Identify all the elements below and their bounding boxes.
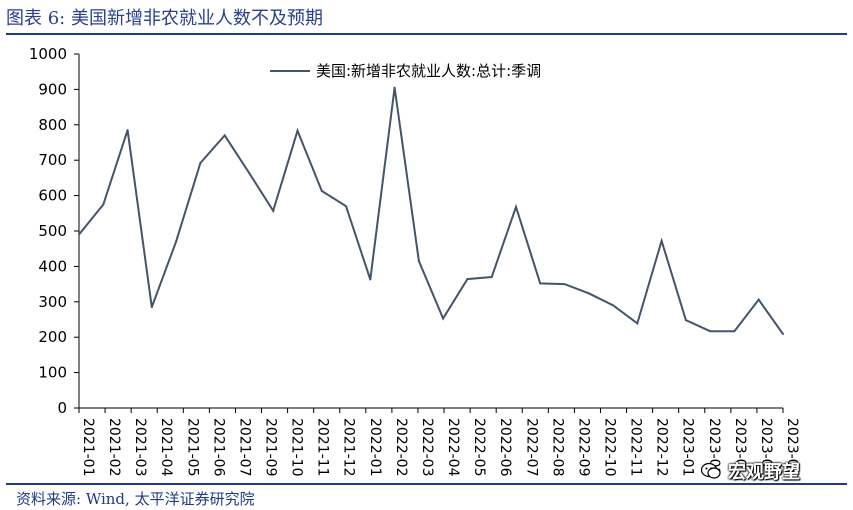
x-tick-label: 2023-0 <box>732 418 748 468</box>
y-tick-label: 1000 <box>29 45 67 63</box>
data-point <box>345 205 348 208</box>
x-tick-label: 2021-09 <box>263 418 279 477</box>
x-tick-label: 2022-07 <box>523 418 539 477</box>
figure-title: 图表 6: 美国新增非农就业人数不及预期 <box>6 8 323 29</box>
x-tick-label: 2021-12 <box>341 418 357 477</box>
x-tick-label: 2022-09 <box>575 418 591 477</box>
x-tick-label: 2023-01 <box>680 418 696 477</box>
y-axis: 0 100 200 300 400 500 600 700 800 900 1000 <box>29 45 80 417</box>
y-tick-label: 300 <box>38 293 67 311</box>
x-tick-label: 2022-02 <box>393 418 409 477</box>
y-tick-label: 400 <box>38 257 67 275</box>
x-tick-label: 2022-11 <box>628 418 644 477</box>
data-point <box>442 317 445 320</box>
x-tick-label: 2022-01 <box>367 418 383 477</box>
x-tick-label: 2021-06 <box>210 418 226 477</box>
watermark-text: 宏观野望 <box>728 462 800 483</box>
data-point <box>660 239 663 242</box>
line-chart: 0 100 200 300 400 500 600 700 800 900 1000 2021-01… <box>29 45 800 477</box>
x-tick-label: 2022-06 <box>497 418 513 477</box>
data-point <box>757 298 760 301</box>
data-point <box>369 278 372 281</box>
data-point <box>150 306 153 309</box>
y-tick-label: 500 <box>38 222 67 240</box>
data-point <box>636 322 639 325</box>
data-point <box>296 129 299 132</box>
data-point <box>126 129 129 132</box>
data-point <box>587 292 590 295</box>
x-tick-label: 2021-07 <box>236 418 252 477</box>
x-tick-label: 2021-04 <box>158 418 174 477</box>
x-tick-label: 2022-08 <box>549 418 565 477</box>
x-tick-label: 2023-02 <box>706 418 722 477</box>
data-point <box>733 330 736 333</box>
data-point <box>272 209 275 212</box>
x-tick-label: 2021-03 <box>132 418 148 477</box>
data-point <box>466 278 469 281</box>
source-rule <box>6 483 847 485</box>
x-tick-label: 2022-03 <box>419 418 435 477</box>
x-tick-label: 2021-01 <box>80 418 96 477</box>
y-tick-label: 200 <box>38 328 67 346</box>
x-tick-label: 2023-0 <box>758 418 774 468</box>
data-point <box>175 240 178 243</box>
y-tick-label: 800 <box>38 116 67 134</box>
data-point <box>514 205 517 208</box>
x-tick-label: 2021-05 <box>184 418 200 477</box>
data-point <box>102 203 105 206</box>
series-layer <box>78 86 784 336</box>
data-point <box>709 330 712 333</box>
x-tick-label: 2022-04 <box>445 418 461 477</box>
y-tick-label: 900 <box>38 80 67 98</box>
wechat-icon <box>700 462 721 479</box>
y-tick-label: 700 <box>38 151 67 169</box>
title-rule <box>6 33 847 35</box>
data-point <box>223 134 226 137</box>
x-tick-label: 2023-0 <box>784 418 800 468</box>
source-note: 资料来源: Wind, 太平洋证券研究院 <box>16 490 255 508</box>
x-tick-label: 2022-10 <box>601 418 617 477</box>
data-point <box>78 233 80 236</box>
data-point <box>563 283 566 286</box>
x-tick-label: 2021-02 <box>106 418 122 477</box>
data-point <box>782 333 784 336</box>
data-point <box>199 162 202 165</box>
data-point <box>490 276 493 279</box>
x-tick-label: 2021-10 <box>289 418 305 477</box>
x-tick-label: 2022-12 <box>654 418 670 477</box>
data-point <box>393 86 396 89</box>
data-point <box>247 171 250 174</box>
data-point <box>684 319 687 322</box>
y-tick-label: 0 <box>57 399 67 417</box>
y-tick-label: 100 <box>38 364 67 382</box>
legend: 美国:新增非农就业人数:总计:季调 <box>270 62 541 80</box>
data-point <box>417 260 420 263</box>
x-tick-label: 2021-11 <box>315 418 331 477</box>
data-point <box>612 304 615 307</box>
watermark: 宏观野望 <box>700 458 800 484</box>
y-tick-label: 600 <box>38 187 67 205</box>
legend-label: 美国:新增非农就业人数:总计:季调 <box>316 62 541 80</box>
x-tick-label: 2022-05 <box>471 418 487 476</box>
data-point <box>539 282 542 285</box>
series-line <box>78 87 784 335</box>
x-axis: 2021-01 2021-02 2021-03 2021-04 2021-05 2021-… <box>78 407 800 477</box>
data-point <box>320 189 323 192</box>
